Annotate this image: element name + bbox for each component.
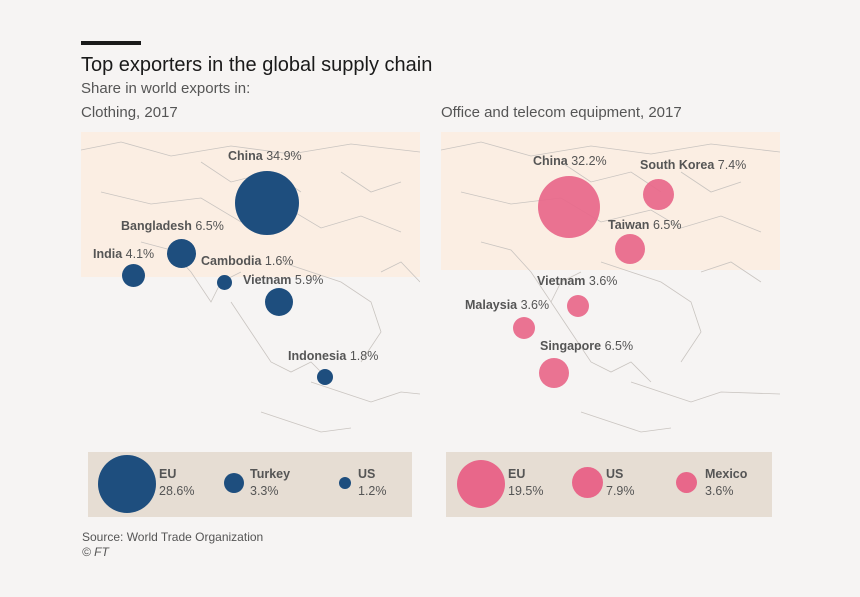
- legend-clothing: EU 28.6% Turkey 3.3% US 1.2%: [88, 452, 412, 517]
- panel-title-telecom: Office and telecom equipment, 2017: [441, 104, 682, 121]
- chart-title: Top exporters in the global supply chain: [81, 54, 433, 76]
- legend-bubble-mexico: [676, 472, 697, 493]
- label-vietnam: Vietnam 3.6%: [537, 274, 618, 288]
- bubble-south-korea: [643, 179, 674, 210]
- bubble-india: [122, 264, 145, 287]
- bubble-china: [538, 176, 600, 238]
- legend-bubble-us: [572, 467, 603, 498]
- legend-bubble-eu: [457, 460, 505, 508]
- label-singapore: Singapore 6.5%: [540, 339, 634, 353]
- legend-item-us: US 7.9%: [606, 467, 635, 498]
- legend-item-turkey: Turkey 3.3%: [250, 467, 291, 498]
- bubble-bangladesh: [167, 239, 196, 268]
- chart-subtitle: Share in world exports in:: [81, 80, 251, 97]
- panel-title-clothing: Clothing, 2017: [81, 104, 178, 121]
- label-indonesia: Indonesia 1.8%: [288, 349, 379, 363]
- label-india: India 4.1%: [93, 247, 155, 261]
- map-telecom-land: [441, 132, 780, 433]
- legend-item-us: US 1.2%: [358, 467, 387, 498]
- bubble-china: [235, 171, 299, 235]
- legend-bubble-turkey: [224, 473, 244, 493]
- bubble-taiwan: [615, 234, 645, 264]
- bubble-singapore: [539, 358, 569, 388]
- map-clothing: China 34.9% Bangladesh 6.5% India 4.1% C…: [81, 132, 420, 452]
- label-cambodia: Cambodia 1.6%: [201, 254, 294, 268]
- label-south-korea: South Korea 7.4%: [640, 158, 747, 172]
- label-vietnam: Vietnam 5.9%: [243, 273, 324, 287]
- legend-item-eu: EU 19.5%: [508, 467, 544, 498]
- legend-bubble-us: [339, 477, 351, 489]
- source-note: Source: World Trade Organization: [82, 530, 264, 544]
- ft-credit: © FT: [82, 545, 109, 559]
- legend-telecom: EU 19.5% US 7.9% Mexico 3.6%: [446, 452, 772, 517]
- title-rule: [81, 41, 141, 45]
- map-clothing-land: [81, 132, 420, 433]
- bubble-vietnam: [567, 295, 589, 317]
- bubble-cambodia: [217, 275, 232, 290]
- bubble-indonesia: [317, 369, 333, 385]
- map-telecom: China 32.2% South Korea 7.4% Taiwan 6.5%…: [441, 132, 780, 452]
- label-bangladesh: Bangladesh 6.5%: [121, 219, 224, 233]
- legend-item-eu: EU 28.6%: [159, 467, 195, 498]
- bubble-vietnam: [265, 288, 293, 316]
- label-china: China 34.9%: [228, 149, 302, 163]
- label-malaysia: Malaysia 3.6%: [465, 298, 550, 312]
- legend-item-mexico: Mexico 3.6%: [705, 467, 748, 498]
- legend-bubble-eu: [98, 455, 156, 513]
- label-china: China 32.2%: [533, 154, 607, 168]
- bubble-malaysia: [513, 317, 535, 339]
- label-taiwan: Taiwan 6.5%: [608, 218, 682, 232]
